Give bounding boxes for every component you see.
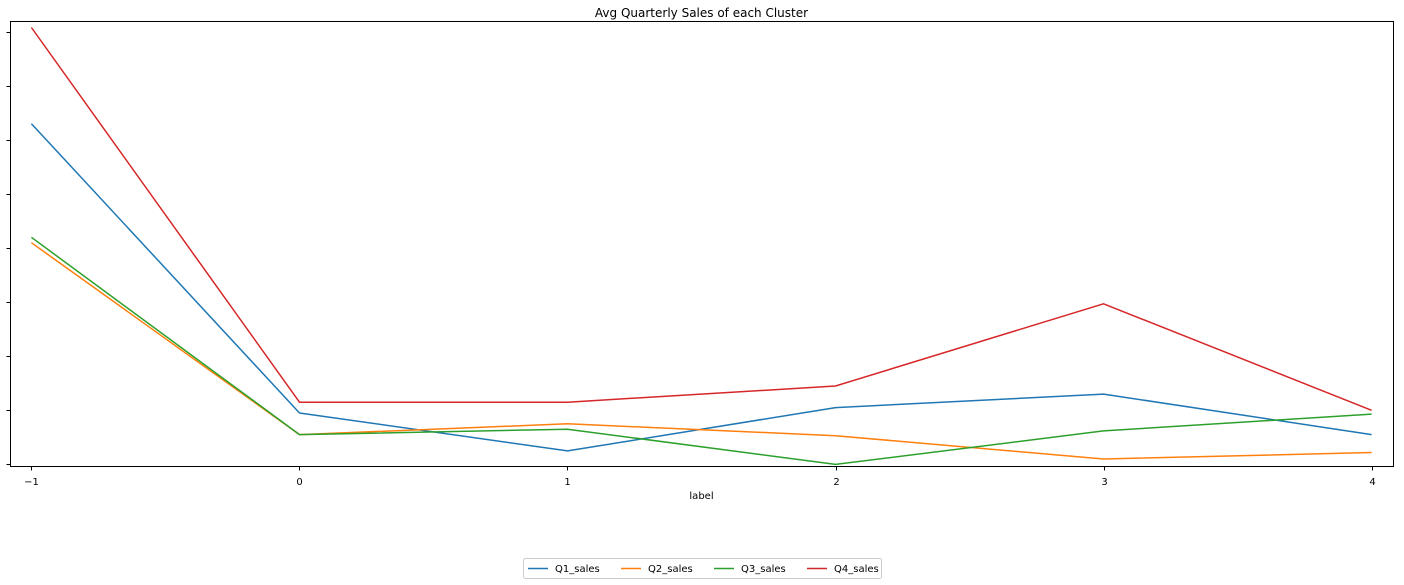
series-lines bbox=[30, 27, 1372, 466]
x-tick-label-0: −1 bbox=[24, 477, 39, 488]
plot-area bbox=[10, 21, 1394, 467]
series-line-q3-sales bbox=[30, 236, 1372, 466]
legend-label-q4-sales: Q4_sales bbox=[834, 564, 879, 575]
series-line-q1-sales bbox=[30, 123, 1372, 452]
x-tick-label-2: 1 bbox=[564, 477, 570, 488]
x-tick-label-4: 3 bbox=[1101, 477, 1107, 488]
legend-label-q1-sales: Q1_sales bbox=[555, 564, 600, 575]
x-tick-label-3: 2 bbox=[833, 477, 839, 488]
series-line-q4-sales bbox=[30, 27, 1372, 411]
chart-title: Avg Quarterly Sales of each Cluster bbox=[595, 6, 808, 20]
x-tick-label-1: 0 bbox=[296, 477, 302, 488]
legend-label-q2-sales: Q2_sales bbox=[648, 564, 693, 575]
x-axis-ticks: −1 0 1 2 3 4 bbox=[24, 466, 1376, 488]
x-tick-label-5: 4 bbox=[1369, 477, 1375, 488]
legend: Q1_sales Q2_sales Q3_sales Q4_sales bbox=[523, 558, 882, 579]
legend-label-q3-sales: Q3_sales bbox=[741, 564, 786, 575]
legend-box bbox=[523, 558, 882, 579]
x-axis-label: label bbox=[689, 491, 713, 502]
y-axis-ticks bbox=[6, 32, 11, 465]
